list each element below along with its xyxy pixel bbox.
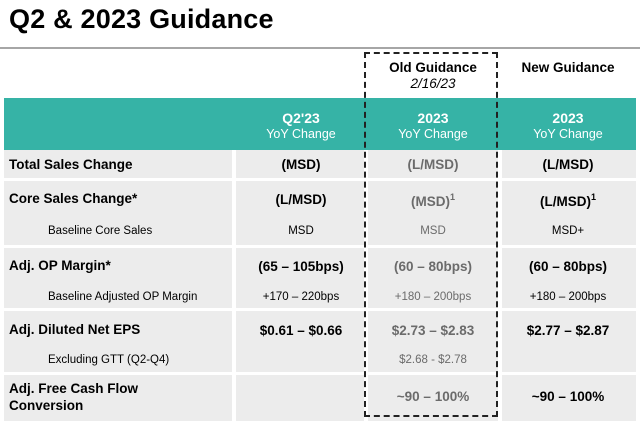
band-fcf <box>4 375 636 421</box>
cell-core-sales-new-value: (L/MSD) <box>539 194 591 209</box>
title-divider <box>0 47 640 49</box>
header-old-metric: YoY Change <box>398 127 468 141</box>
row-label-excl-gtt: Excluding GTT (Q2-Q4) <box>48 354 170 366</box>
column-gutter <box>364 150 368 421</box>
cell-baseline-op-old: +180 – 200bps <box>394 291 472 303</box>
row-label-baseline-core: Baseline Core Sales <box>48 225 153 237</box>
cell-excl-gtt-old: $2.68 - $2.78 <box>399 354 467 366</box>
header-old: 2023 YoY Change <box>368 98 498 150</box>
row-label-eps: Adj. Diluted Net EPS <box>9 322 141 337</box>
column-gutter <box>232 150 236 421</box>
header-q2: Q2'23 YoY Change <box>236 98 366 150</box>
cell-core-sales-q2: (L/MSD) <box>275 192 327 207</box>
cell-core-sales-old-value: (MSD) <box>410 194 450 209</box>
row-label-fcf-line2: Conversion <box>9 398 84 413</box>
header-q2-period: Q2'23 <box>282 110 320 126</box>
footnote-marker: 1 <box>449 192 455 202</box>
band-eps <box>4 311 636 372</box>
cell-eps-q2: $0.61 – $0.66 <box>259 323 343 338</box>
old-guidance-date: 2/16/23 <box>410 76 456 91</box>
header-new-period: 2023 <box>552 110 584 126</box>
cell-eps-new: $2.77 – $2.87 <box>526 323 610 338</box>
new-guidance-label: New Guidance <box>521 60 615 75</box>
row-label-fcf: Adj. Free Cash Flow Conversion <box>9 380 138 414</box>
band-op-margin <box>4 248 636 308</box>
band-core-sales <box>4 181 636 245</box>
cell-total-sales-new: (L/MSD) <box>542 157 594 172</box>
cell-baseline-core-q2: MSD <box>288 225 314 237</box>
new-guidance-header: New Guidance <box>500 60 636 75</box>
header-new: 2023 YoY Change <box>500 98 636 150</box>
column-gutter <box>498 150 502 421</box>
cell-core-sales-new: (L/MSD)1 <box>500 192 636 209</box>
header-band <box>4 98 636 150</box>
row-label-op-margin: Adj. OP Margin* <box>9 258 111 273</box>
row-label-fcf-line1: Adj. Free Cash Flow <box>9 381 139 396</box>
footnote-marker: 1 <box>590 192 596 202</box>
cell-baseline-op-new: +180 – 200bps <box>529 291 607 303</box>
row-label-baseline-op: Baseline Adjusted OP Margin <box>48 291 198 303</box>
header-new-metric: YoY Change <box>533 127 603 141</box>
old-guidance-dashed-frame <box>364 52 498 417</box>
cell-total-sales-q2: (MSD) <box>281 157 321 172</box>
cell-op-margin-new: (60 – 80bps) <box>528 259 608 274</box>
header-old-period: 2023 <box>417 110 449 126</box>
cell-total-sales-old: (L/MSD) <box>407 157 459 172</box>
cell-op-margin-old: (60 – 80bps) <box>393 259 473 274</box>
cell-eps-old: $2.73 – $2.83 <box>391 323 475 338</box>
band-total-sales <box>4 150 636 178</box>
cell-fcf-old: ~90 – 100% <box>396 389 470 404</box>
old-guidance-label: Old Guidance <box>389 60 477 75</box>
cell-op-margin-q2: (65 – 105bps) <box>258 259 344 274</box>
cell-baseline-op-q2: +170 – 220bps <box>262 291 340 303</box>
old-guidance-header: Old Guidance 2/16/23 <box>368 60 498 91</box>
row-label-total-sales: Total Sales Change <box>9 157 133 172</box>
row-label-core-sales: Core Sales Change* <box>9 191 138 206</box>
cell-core-sales-old: (MSD)1 <box>368 192 498 209</box>
page-title: Q2 & 2023 Guidance <box>9 4 274 34</box>
header-q2-metric: YoY Change <box>266 127 336 141</box>
cell-baseline-core-new: MSD+ <box>551 225 585 237</box>
cell-baseline-core-old: MSD <box>420 225 446 237</box>
cell-fcf-new: ~90 – 100% <box>531 389 605 404</box>
